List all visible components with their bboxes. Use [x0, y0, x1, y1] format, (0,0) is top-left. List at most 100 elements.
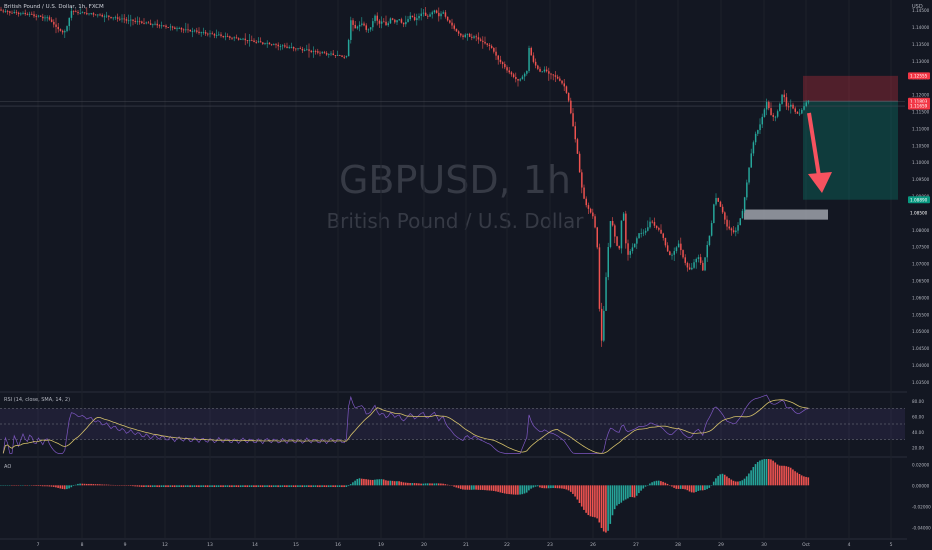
ao-bar	[653, 481, 656, 486]
ao-bar	[242, 485, 244, 487]
ao-bar	[244, 485, 246, 488]
ao-bar	[488, 485, 491, 491]
ao-bar	[490, 485, 493, 491]
rsi-tick-label: 80.00	[912, 399, 924, 404]
price-badge	[908, 72, 930, 80]
ao-bar	[99, 484, 101, 486]
chart-layers	[0, 6, 905, 533]
candle-body	[669, 251, 671, 256]
candle-body	[614, 225, 616, 237]
candle-body	[405, 21, 407, 25]
candle-body	[70, 10, 73, 18]
candle-body	[603, 310, 605, 341]
candle-body	[457, 31, 460, 34]
ao-bar	[371, 479, 374, 486]
candle-body	[196, 30, 198, 32]
price-axis[interactable]: 1.145001.140001.135001.130001.125001.120…	[912, 8, 930, 385]
candle-body	[259, 41, 262, 43]
ao-bar	[662, 481, 664, 486]
candle-body	[189, 29, 191, 32]
ao-bar	[679, 485, 682, 489]
candle-body	[578, 153, 581, 173]
ao-bar	[59, 485, 62, 489]
candle-body	[114, 17, 117, 19]
ao-bar	[701, 485, 704, 491]
candle-body	[442, 12, 444, 14]
candle-body	[185, 29, 187, 31]
ao-bar	[763, 459, 766, 486]
candle-body	[132, 19, 134, 21]
candle-body	[387, 23, 389, 26]
candle-body	[688, 267, 691, 270]
ao-bar	[629, 485, 631, 497]
rsi-tick-label: 20.00	[912, 445, 924, 450]
ao-bar	[380, 479, 383, 486]
candle-body	[15, 12, 18, 13]
ao-bar	[398, 481, 400, 486]
candle-body	[719, 201, 722, 207]
ao-bar	[770, 459, 772, 486]
time-tick-label: 27	[633, 542, 639, 548]
ao-bar	[354, 480, 356, 486]
ao-bar	[534, 485, 537, 487]
candle-body	[262, 42, 264, 44]
ao-bar	[349, 484, 352, 486]
price-tick-label: 1.10000	[912, 160, 930, 165]
ao-bar	[37, 485, 40, 486]
ao-bar	[798, 474, 801, 486]
candle-body	[152, 24, 154, 26]
candle-body	[400, 19, 403, 23]
ao-bar	[88, 483, 90, 486]
candle-body	[537, 65, 539, 69]
ao-bar	[402, 482, 405, 486]
candle-body	[101, 15, 103, 17]
ao-bar	[283, 485, 286, 487]
time-tick-label: 21	[463, 542, 469, 548]
candle-body	[702, 262, 704, 271]
candle-body	[141, 21, 143, 23]
candle-body	[90, 13, 92, 14]
candle-body	[552, 74, 554, 76]
ao-bar	[545, 485, 548, 489]
ao-bar	[792, 469, 794, 486]
ao-bar	[418, 483, 420, 486]
ao-bar	[787, 466, 790, 486]
ao-bar	[591, 485, 594, 517]
candle-body	[99, 14, 101, 16]
candle-body	[743, 197, 746, 211]
ao-bar	[259, 485, 262, 487]
ao-bar	[587, 485, 590, 516]
time-axis[interactable]: 7 8 9 12 13 14 15 16 19 20 21 22 23 26 27 28 29 30 Oct 4 5	[37, 542, 893, 548]
ao-bar	[407, 482, 409, 486]
ao-bar	[558, 485, 561, 489]
candle-body	[0, 9, 2, 11]
ao-bar	[611, 485, 614, 516]
ao-bar	[426, 483, 429, 486]
time-tick-label: 7	[37, 542, 40, 548]
candle-body	[81, 12, 84, 14]
ao-bar	[446, 484, 449, 486]
ao-bar	[495, 485, 497, 492]
candle-body	[521, 76, 524, 80]
ao-bar	[209, 485, 211, 487]
candle-body	[477, 37, 480, 40]
ao-bar	[682, 485, 684, 489]
ao-bar	[552, 485, 554, 488]
ao-bar	[481, 485, 484, 490]
ao-tick-label: -0.04000	[912, 525, 931, 530]
candle-body	[325, 53, 328, 55]
ao-bar	[288, 485, 290, 488]
candle-body	[138, 21, 141, 23]
ao-bar	[607, 485, 609, 531]
time-tick-label: 19	[378, 542, 384, 548]
ao-bar	[343, 485, 345, 488]
price-tick-label: 1.10500	[912, 143, 930, 148]
candle-body	[706, 245, 708, 258]
candle-body	[741, 210, 744, 219]
candle-body	[224, 36, 227, 38]
time-tick-label: 13	[207, 542, 213, 548]
candle-body	[757, 130, 759, 134]
ao-bar	[525, 485, 528, 493]
ao-bar	[334, 485, 337, 488]
